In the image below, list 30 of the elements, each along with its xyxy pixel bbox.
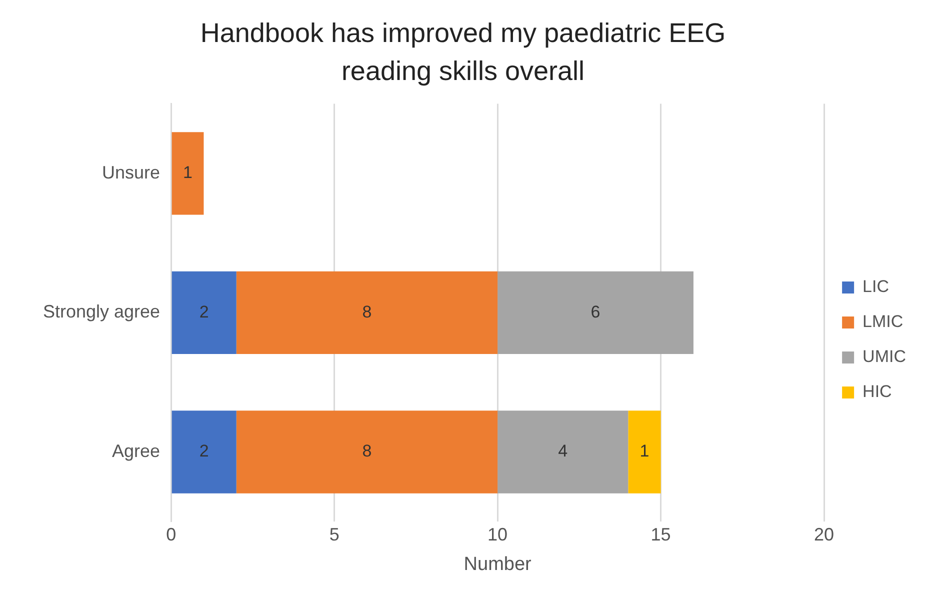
x-tick-label: 0	[166, 524, 176, 544]
bar	[236, 271, 498, 354]
data-label: 1	[640, 442, 650, 461]
bar	[628, 410, 661, 494]
legend-label: LIC	[862, 277, 890, 296]
data-label: 2	[199, 302, 209, 322]
data-label: 1	[183, 163, 193, 182]
bar	[498, 410, 628, 494]
legend-label: HIC	[862, 382, 892, 402]
bar	[172, 271, 236, 354]
y-tick-label: Unsure	[102, 162, 160, 182]
y-tick-label: Strongly agree	[42, 302, 160, 322]
x-tick-label: 20	[814, 524, 834, 544]
data-label: 8	[362, 442, 372, 461]
y-tick-label: Agree	[112, 440, 160, 461]
x-tick-label: 10	[488, 524, 508, 544]
bar	[172, 410, 236, 494]
x-tick-label: 15	[650, 524, 671, 544]
x-tick-label: 5	[329, 524, 340, 544]
data-label: 4	[558, 442, 568, 461]
data-label: 2	[199, 442, 209, 461]
legend-label: UMIC	[862, 347, 906, 366]
x-axis-title: Number	[464, 554, 532, 575]
bar	[498, 271, 694, 354]
legend-label: LMIC	[862, 312, 904, 332]
bar	[236, 410, 498, 494]
bar	[172, 132, 204, 215]
chart-title: Handbook has improved my paediatric EEG reading skills overall	[199, 17, 727, 88]
data-label: 6	[590, 302, 600, 322]
data-label: 8	[362, 302, 372, 322]
